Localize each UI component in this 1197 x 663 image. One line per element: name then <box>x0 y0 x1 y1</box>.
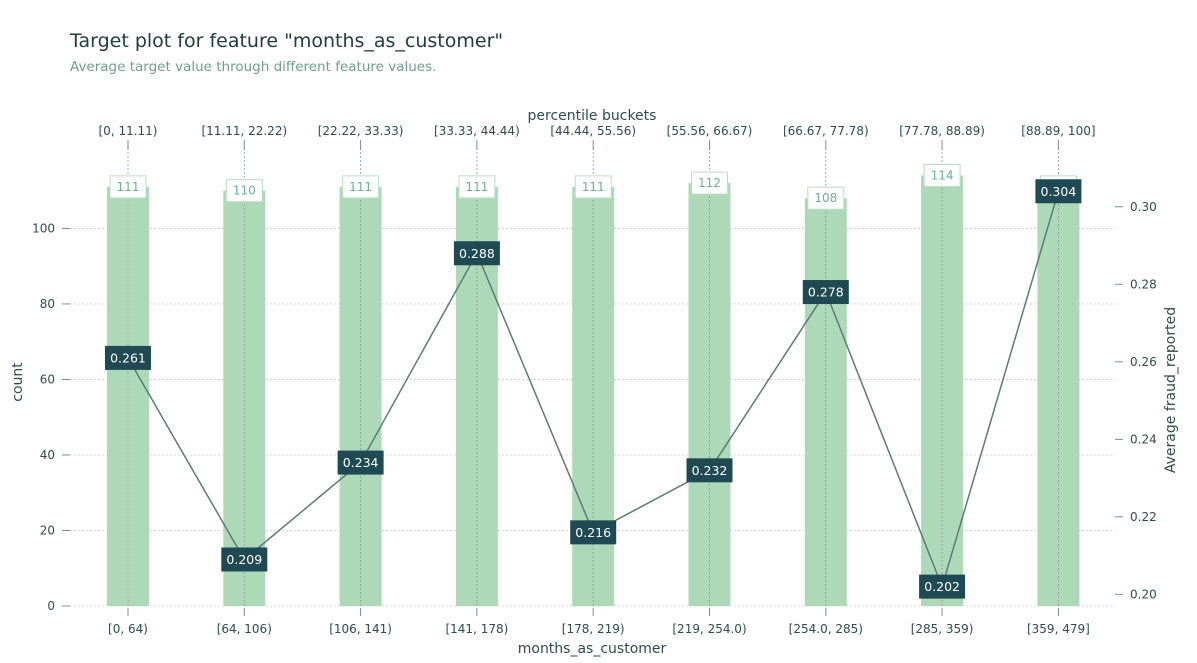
x-axis-title: months_as_customer <box>518 641 667 657</box>
y2-tick-label-1: 0.22 <box>1130 510 1157 524</box>
x-tick-label-3: [141, 178) <box>445 622 508 636</box>
count-label-box-6 <box>807 186 845 210</box>
count-label-7: 114 <box>931 169 954 183</box>
avg-point-box-5 <box>686 458 733 483</box>
x-tick-label-0: [0, 64) <box>108 622 148 636</box>
avg-point-label-8: 0.304 <box>1041 184 1077 199</box>
percentile-label-4: [44.44, 55.56) <box>550 124 636 138</box>
x-tick-label-6: [254.0, 285) <box>789 622 863 636</box>
count-bar-7 <box>921 175 964 606</box>
y2-tick-label-0: 0.20 <box>1130 587 1157 601</box>
count-label-1: 110 <box>233 184 256 198</box>
y2-tick-label-2: 0.24 <box>1130 432 1157 446</box>
avg-point-box-7 <box>919 574 966 599</box>
avg-point-label-6: 0.278 <box>808 285 844 300</box>
count-label-5: 112 <box>698 176 721 190</box>
count-label-4: 111 <box>582 180 605 194</box>
avg-point-label-3: 0.288 <box>459 246 495 261</box>
avg-point-label-7: 0.202 <box>924 579 960 594</box>
x-tick-label-8: [359, 479] <box>1027 622 1090 636</box>
y-tick-label-3: 60 <box>40 372 55 386</box>
percentile-label-7: [77.78, 88.89) <box>899 124 985 138</box>
avg-point-box-6 <box>802 280 849 305</box>
y-tick-label-2: 40 <box>40 448 55 462</box>
avg-point-box-1 <box>221 547 268 572</box>
percentile-label-5: [55.56, 66.67) <box>667 124 753 138</box>
percentile-label-6: [66.67, 77.78) <box>783 124 869 138</box>
chart-subtitle: Average target value through different f… <box>70 59 437 75</box>
count-label-box-4 <box>574 175 612 199</box>
y2-axis-title: Average fraud_reported <box>1163 307 1179 473</box>
count-label-3: 111 <box>465 180 488 194</box>
percentile-label-8: [88.89, 100] <box>1021 124 1095 138</box>
chart-title: Target plot for feature "months_as_custo… <box>70 30 504 52</box>
y-tick-label-5: 100 <box>32 221 55 235</box>
avg-point-label-2: 0.234 <box>343 455 379 470</box>
y-tick-label-4: 80 <box>40 297 55 311</box>
y2-tick-label-4: 0.28 <box>1130 277 1157 291</box>
avg-point-box-4 <box>570 520 617 545</box>
count-label-2: 111 <box>349 180 372 194</box>
avg-point-label-0: 0.261 <box>110 350 146 365</box>
count-bar-6 <box>804 198 847 606</box>
top-axis-title: percentile buckets <box>528 108 657 124</box>
x-tick-label-2: [106, 141) <box>329 622 392 636</box>
percentile-label-1: [11.11, 22.22) <box>201 124 287 138</box>
avg-point-label-5: 0.232 <box>692 463 728 478</box>
count-label-box-2 <box>342 175 380 199</box>
percentile-label-2: [22.22, 33.33) <box>318 124 404 138</box>
avg-point-box-8 <box>1035 179 1082 204</box>
avg-point-label-4: 0.216 <box>575 525 611 540</box>
count-label-box-1 <box>225 179 263 203</box>
count-label-6: 108 <box>814 191 837 205</box>
count-bar-5 <box>688 183 731 606</box>
avg-point-box-2 <box>337 450 384 475</box>
y-axis-title: count <box>10 362 26 402</box>
x-tick-label-4: [178, 219) <box>562 622 625 636</box>
y2-tick-label-5: 0.30 <box>1130 200 1157 214</box>
y-tick-label-1: 20 <box>40 523 55 537</box>
x-tick-label-5: [219, 254.0) <box>672 622 746 636</box>
count-label-box-5 <box>691 171 728 195</box>
percentile-label-0: [0, 11.11) <box>99 124 158 138</box>
count-label-box-0 <box>109 175 147 199</box>
percentile-label-3: [33.33, 44.44) <box>434 124 520 138</box>
avg-point-label-1: 0.209 <box>226 552 262 567</box>
count-label-box-7 <box>923 164 961 188</box>
x-tick-label-1: [64, 106) <box>217 622 272 636</box>
y2-tick-label-3: 0.26 <box>1130 355 1157 369</box>
avg-point-box-0 <box>105 345 151 370</box>
x-tick-label-7: [285, 359) <box>911 622 974 636</box>
avg-point-box-3 <box>453 241 500 266</box>
count-label-0: 111 <box>117 180 140 194</box>
count-label-box-3 <box>458 175 496 199</box>
y-tick-label-0: 0 <box>47 599 55 613</box>
